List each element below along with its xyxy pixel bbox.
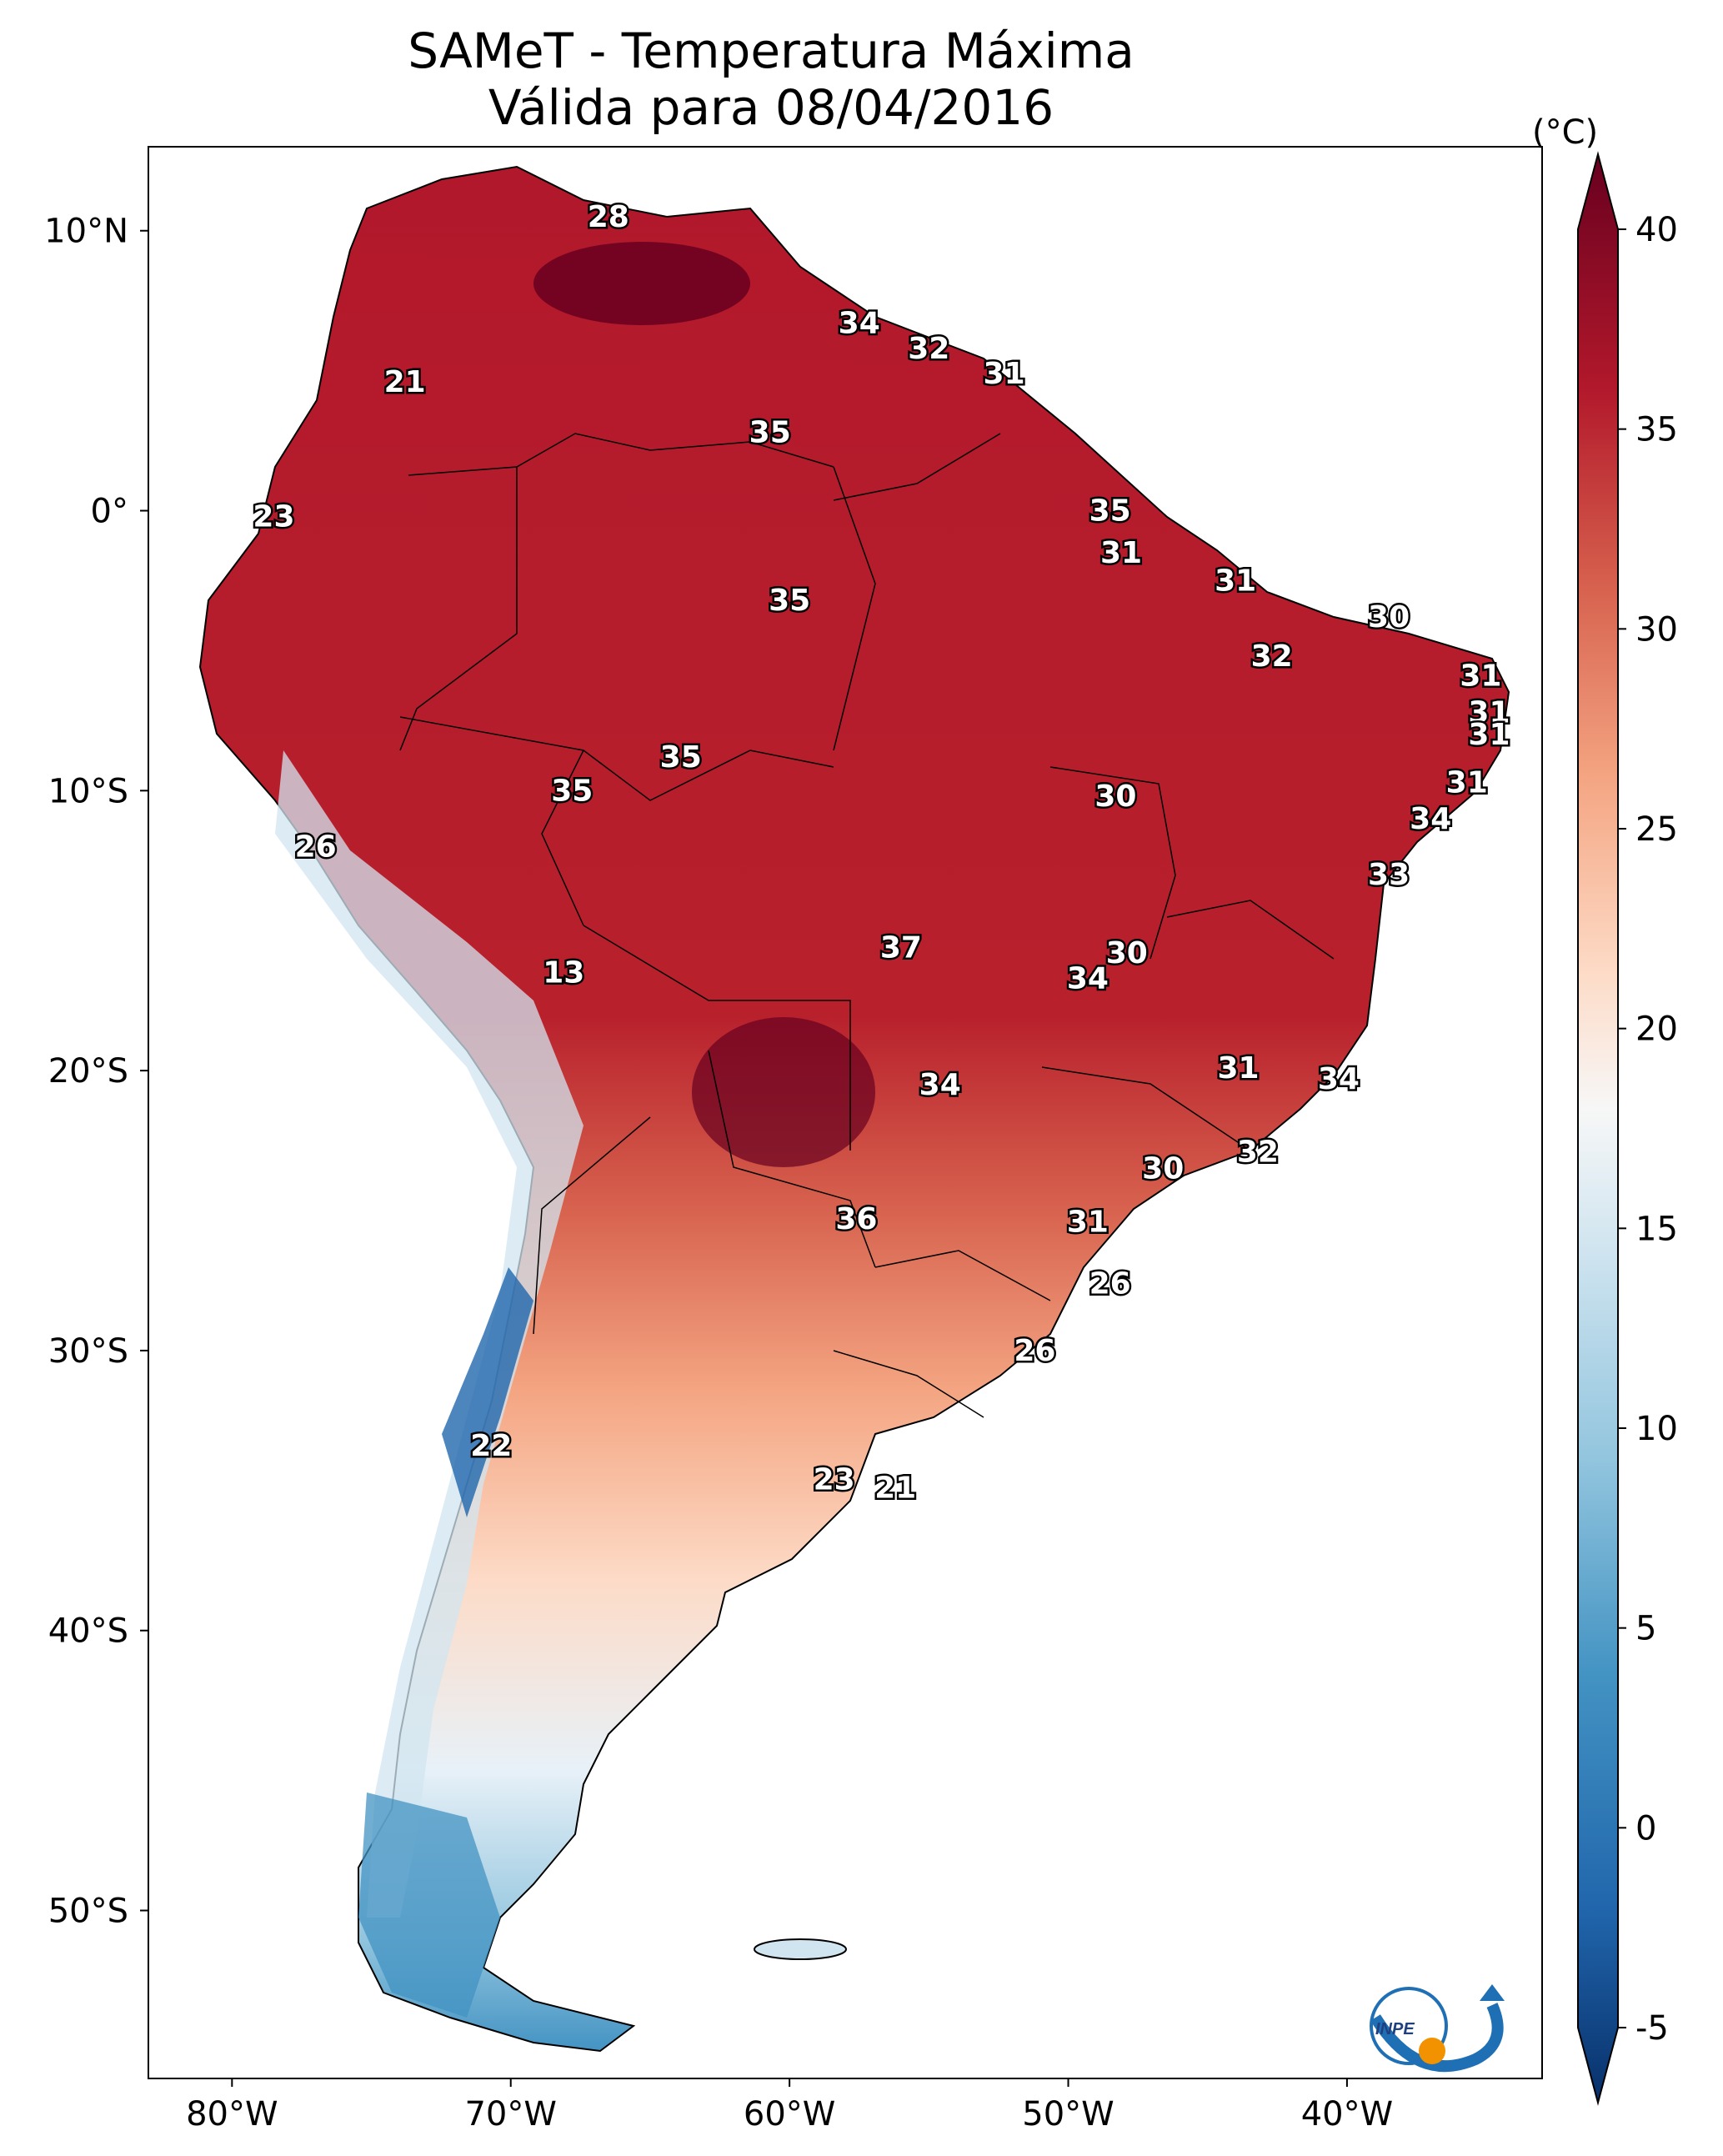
lat-tick-label: 10°N: [44, 213, 128, 251]
colorbar: (°C) 40 35 30 25 20 15 10 5 0 -5: [1532, 113, 1678, 2106]
country-borders: [399, 433, 1335, 1418]
lat-tick-label: 30°S: [48, 1332, 128, 1371]
temperature-label: 36: [835, 1202, 877, 1236]
temperature-label: 31: [1460, 659, 1501, 694]
latitude-axis: 10°N 0° 10°S 20°S 30°S 40°S 50°S: [44, 213, 148, 1931]
temperature-label: 21: [874, 1471, 916, 1505]
temperature-label: 30: [1142, 1152, 1184, 1186]
temperature-label: 34: [1410, 802, 1451, 836]
temperature-label: 31: [1215, 564, 1256, 598]
temperature-label: 31: [1468, 695, 1510, 730]
temperature-label: 31: [1446, 765, 1488, 800]
temperature-label: 30: [1368, 600, 1410, 634]
temperature-label: 31: [1468, 718, 1510, 752]
temperature-label: 31: [1067, 1205, 1109, 1239]
hot-zone-venezuela: [533, 242, 750, 325]
temperature-label: 34: [1067, 961, 1109, 995]
temperature-label: 23: [253, 499, 294, 534]
temperature-label: 26: [295, 830, 337, 864]
colorbar-tick-label: 10: [1635, 1410, 1678, 1448]
lon-tick-label: 80°W: [186, 2095, 278, 2133]
temperature-label: 13: [543, 956, 584, 990]
lat-tick-label: 40°S: [48, 1612, 128, 1651]
temperature-label: 26: [1014, 1334, 1055, 1368]
colorbar-tick-label: 30: [1635, 610, 1678, 649]
temperature-label: 31: [1100, 536, 1142, 570]
lat-tick-label: 0°: [91, 493, 128, 531]
temperature-label: 21: [384, 365, 426, 399]
temperature-label: 22: [470, 1429, 512, 1463]
inpe-logo: INPE: [1370, 1984, 1505, 2073]
temperature-label: 35: [551, 774, 593, 808]
temperature-label: 26: [1089, 1266, 1131, 1301]
temperature-label: 30: [1094, 780, 1136, 814]
logo-swoosh: [1370, 2003, 1504, 2073]
logo-sun: [1419, 2038, 1445, 2064]
temperature-label: 28: [588, 200, 629, 234]
colorbar-body: [1577, 151, 1619, 2106]
colorbar-ticks: 40 35 30 25 20 15 10 5 0 -5: [1618, 211, 1678, 2048]
patagonia-cold: [358, 1792, 500, 2018]
temperature-label: 23: [814, 1462, 855, 1497]
colorbar-tick-label: 40: [1635, 211, 1678, 249]
lon-tick-label: 60°W: [744, 2095, 835, 2133]
colorbar-tick-label: -5: [1635, 2009, 1669, 2048]
colorbar-tick-label: 35: [1635, 411, 1678, 449]
lon-tick-label: 50°W: [1022, 2095, 1114, 2133]
temperature-label: 31: [1217, 1051, 1259, 1086]
temperature-label: 35: [1089, 494, 1131, 529]
temperature-label: 30: [1106, 936, 1148, 970]
logo-ring: [1370, 1987, 1448, 2065]
temperature-label: 35: [660, 740, 702, 775]
temperature-label: 32: [908, 332, 949, 366]
map-frame: [148, 146, 1543, 2079]
land-heatmap: [198, 165, 1510, 2053]
colorbar-tick-label: 5: [1635, 1610, 1656, 1648]
colorbar-tick-label: 15: [1635, 1210, 1678, 1248]
andes-cold-core: [442, 1267, 533, 1517]
temperature-label: 31: [984, 357, 1025, 391]
logo-arrow-icon: [1480, 1984, 1505, 2001]
temperature-label: 32: [1237, 1136, 1279, 1170]
colorbar-tick-label: 20: [1635, 1010, 1678, 1049]
temperature-label: 33: [1368, 858, 1410, 892]
lat-tick-label: 10°S: [48, 772, 128, 810]
lat-tick-label: 20°S: [48, 1052, 128, 1091]
map-title: SAMeT - Temperatura Máxima: [408, 23, 1134, 79]
lon-tick-label: 40°W: [1301, 2095, 1393, 2133]
temperature-label: 32: [1251, 639, 1293, 674]
lat-tick-label: 50°S: [48, 1893, 128, 1931]
lon-tick-label: 70°W: [464, 2095, 556, 2133]
map-subtitle: Válida para 08/04/2016: [488, 79, 1054, 136]
temperature-label: 35: [749, 416, 791, 450]
logo-text: INPE: [1375, 2020, 1415, 2038]
hot-zone-chaco: [692, 1017, 875, 1167]
temperature-label: 34: [1318, 1062, 1360, 1096]
colorbar-tick-label: 0: [1635, 1809, 1656, 1848]
temperature-label: 34: [839, 307, 880, 341]
temperature-label: 35: [769, 584, 810, 618]
temperature-label: 37: [880, 930, 922, 965]
andes-cool-band: [275, 750, 584, 1918]
falkland-islands: [754, 1938, 847, 1960]
longitude-axis: 80°W 70°W 60°W 50°W 40°W: [186, 2078, 1393, 2133]
temperature-label: 34: [919, 1068, 961, 1102]
colorbar-unit: (°C): [1532, 113, 1598, 152]
colorbar-tick-label: 25: [1635, 810, 1678, 849]
